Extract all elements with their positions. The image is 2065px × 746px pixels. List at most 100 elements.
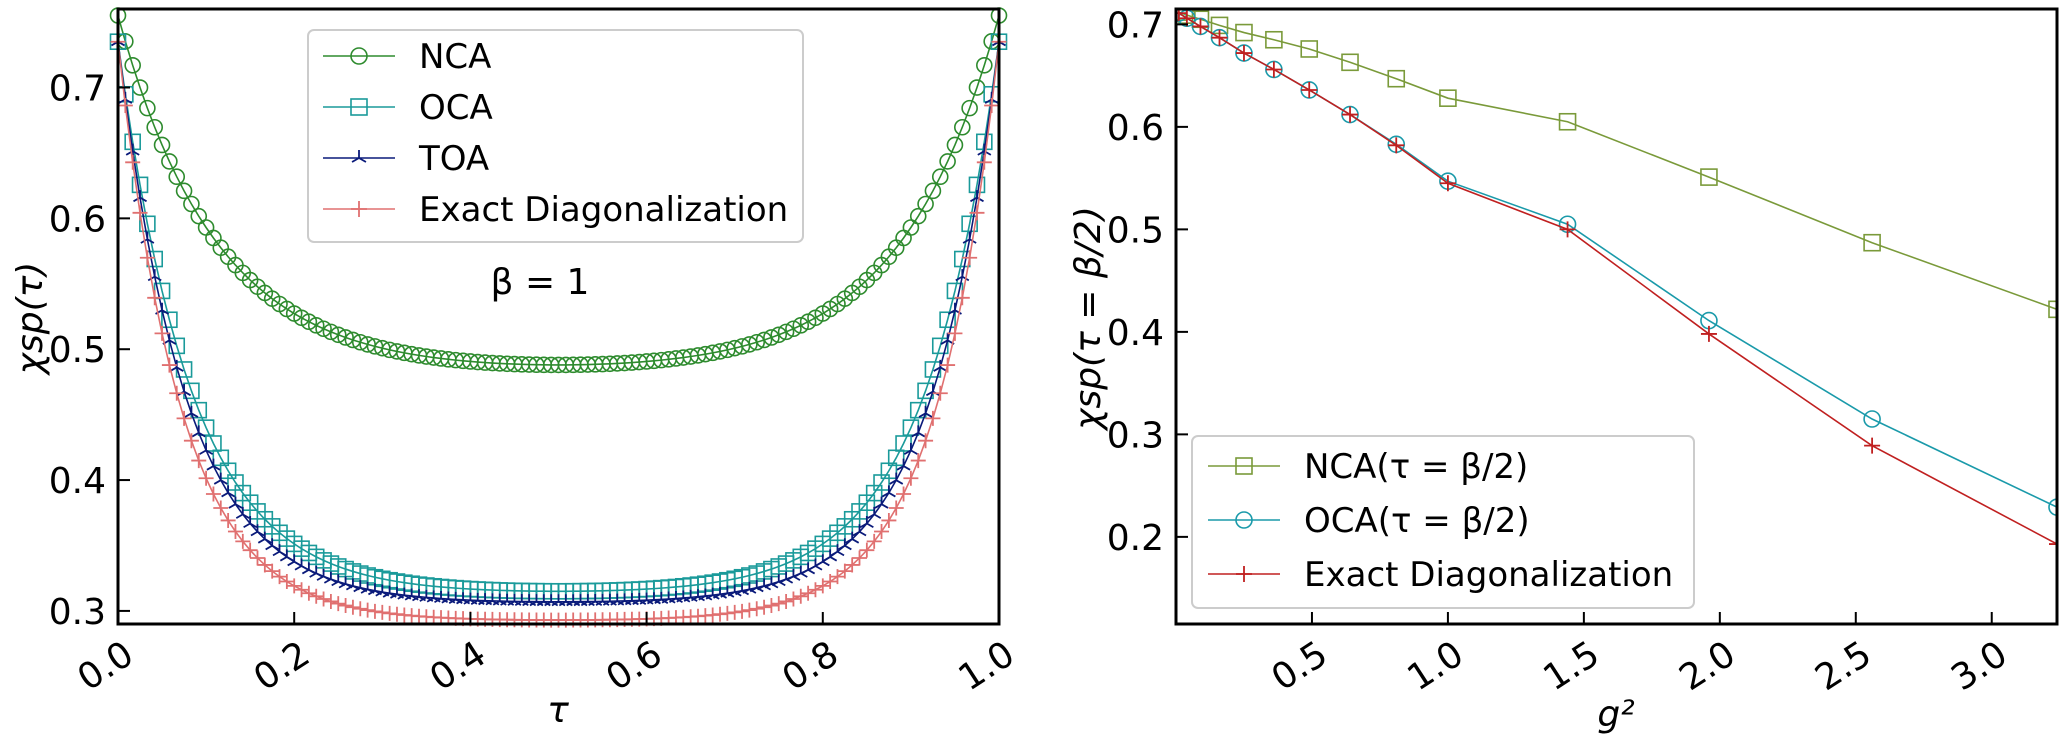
chart-left-frame (116, 7, 1001, 626)
chart-right-y-ticks: 0.2 0.3 0.4 0.5 0.6 0.7 (1107, 5, 1188, 559)
data-point-exact-diagonalization (330, 596, 346, 612)
chart-left-y-ticks: 0.3 0.4 0.5 0.6 0.7 (49, 69, 130, 633)
data-point-exact-diagonalization (1211, 29, 1228, 46)
data-point-exact-diagonalization (932, 385, 948, 401)
data-point-toa (235, 506, 250, 519)
data-point-exact-diagonalization (1342, 106, 1359, 123)
data-point-exact-diagonalization (976, 154, 992, 170)
chart-left-series-layer (109, 7, 1008, 628)
data-point-exact-diagonalization (161, 357, 177, 373)
chart-right-series-layer (1176, 9, 2057, 553)
data-point-exact-diagonalization (352, 601, 368, 617)
x-tick-label: 3.0 (1944, 634, 2014, 700)
data-point-exact-diagonalization (323, 593, 339, 609)
chart-left-ylabel: χsp(τ) (10, 262, 51, 377)
chart-left-xlabel: τ (547, 690, 569, 731)
data-point-exact-diagonalization (918, 433, 934, 449)
x-tick-label: 1.0 (1400, 634, 1470, 700)
data-point-exact-diagonalization (807, 582, 823, 598)
data-point-toa (294, 558, 309, 571)
data-point-oca (931, 337, 949, 355)
data-point-exact-diagonalization (1439, 175, 1456, 192)
data-point-nca (909, 207, 927, 225)
data-point-toa (874, 496, 889, 509)
data-point-exact-diagonalization (1864, 437, 1881, 454)
data-point-nca- (1439, 89, 1457, 107)
data-point-toa (250, 524, 265, 537)
data-point-exact-diagonalization (360, 602, 376, 618)
data-point-exact-diagonalization (316, 591, 332, 607)
data-point-exact-diagonalization (727, 604, 743, 620)
data-point-nca (946, 136, 964, 154)
y-tick-label: 0.6 (1107, 108, 1164, 149)
data-point-exact-diagonalization (947, 325, 963, 341)
legend-marker-circle (350, 47, 368, 65)
data-point-toa (309, 565, 324, 578)
chart-left-legend-box (307, 29, 804, 243)
data-point-nca (763, 329, 780, 346)
data-point-exact-diagonalization (1388, 137, 1405, 154)
data-point-nca (931, 168, 949, 186)
x-tick-label: 2.0 (1672, 634, 1742, 700)
data-point-nca (307, 317, 325, 334)
legend-marker-square (1235, 457, 1253, 475)
data-point-exact-diagonalization (132, 205, 148, 221)
data-point-toa (815, 554, 830, 567)
data-point-exact-diagonalization (227, 524, 243, 540)
data-point-toa (808, 558, 823, 571)
data-point-exact-diagonalization (2049, 536, 2057, 553)
series-line-nca- (1178, 11, 2057, 311)
data-point-exact-diagonalization (183, 433, 199, 449)
data-point-exact-diagonalization (903, 470, 919, 486)
x-tick-label: 0.0 (71, 634, 141, 700)
data-point-oca- (2048, 498, 2057, 516)
chart-right-ylabel: χsp(τ = β/2) (1068, 206, 1109, 432)
data-point-exact-diagonalization (198, 470, 214, 486)
data-point-exact-diagonalization (763, 598, 779, 614)
x-tick-label: 0.6 (599, 634, 669, 700)
data-point-nca (315, 320, 332, 338)
data-point-exact-diagonalization (1176, 9, 1187, 22)
data-point-exact-diagonalization (220, 512, 236, 528)
data-point-toa (881, 485, 896, 498)
chart-left-annotation: β = 1 (491, 262, 590, 303)
data-point-toa (184, 405, 199, 418)
data-point-exact-diagonalization (308, 588, 324, 604)
data-point-nca- (1387, 69, 1406, 88)
data-point-exact-diagonalization (191, 453, 207, 469)
data-point-exact-diagonalization (257, 557, 273, 573)
data-point-toa (390, 586, 404, 599)
data-point-exact-diagonalization (984, 98, 1000, 114)
y-tick-label: 0.5 (1107, 210, 1164, 251)
data-point-exact-diagonalization (888, 500, 904, 516)
data-point-nca (953, 118, 971, 136)
data-point-exact-diagonalization (147, 290, 163, 306)
data-point-nca (777, 323, 795, 341)
y-tick-label: 0.5 (49, 330, 106, 371)
data-point-toa (279, 549, 294, 562)
data-point-exact-diagonalization (338, 598, 354, 614)
data-point-nca (153, 136, 171, 154)
data-point-toa (903, 442, 918, 455)
data-point-toa (859, 516, 874, 529)
x-tick-label: 0.5 (1265, 634, 1335, 700)
data-point-nca (741, 336, 758, 353)
data-point-exact-diagonalization (1235, 45, 1252, 62)
data-point-nca (344, 331, 362, 349)
data-point-oca- (1863, 410, 1881, 428)
data-point-oca (939, 311, 956, 329)
data-point-toa (801, 562, 816, 575)
data-point-exact-diagonalization (734, 603, 750, 619)
data-point-toa (823, 549, 838, 562)
data-point-toa (221, 485, 236, 498)
data-point-exact-diagonalization (294, 582, 310, 598)
data-point-exact-diagonalization (852, 550, 868, 566)
x-tick-label: 2.5 (1808, 634, 1878, 700)
data-point-exact-diagonalization (881, 512, 897, 528)
data-point-toa (265, 538, 280, 551)
data-point-nca- (1300, 40, 1319, 58)
chart-right: 0.5 1.0 1.5 2.0 2.5 3.0 0.2 0.3 0.4 0.5 0.6 0.7 g²… (1068, 5, 2059, 735)
data-point-exact-diagonalization (749, 601, 765, 617)
data-point-exact-diagonalization (117, 98, 133, 114)
data-point-exact-diagonalization (785, 591, 801, 607)
